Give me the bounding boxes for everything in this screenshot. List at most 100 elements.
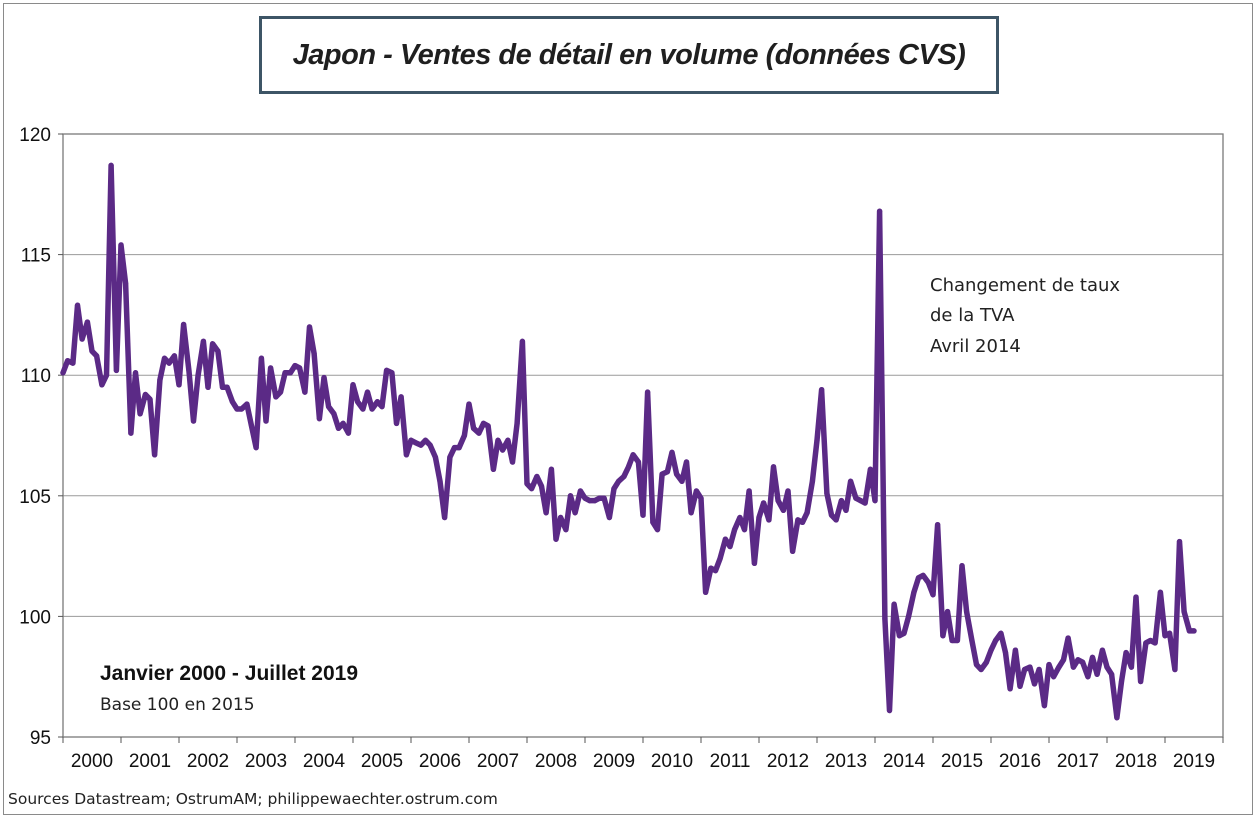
- data-point: [582, 495, 588, 501]
- data-point: [345, 430, 351, 436]
- x-tick-label: 2005: [361, 751, 403, 772]
- data-point: [1089, 654, 1096, 661]
- x-tick-label: 2011: [710, 751, 751, 772]
- data-point: [1099, 647, 1105, 653]
- data-point: [625, 464, 632, 470]
- data-point: [210, 341, 216, 347]
- data-point: [630, 452, 636, 458]
- data-point: [500, 447, 506, 453]
- data-point: [442, 514, 448, 521]
- x-tick-label: 2015: [941, 751, 983, 772]
- data-point: [137, 411, 143, 417]
- x-tick-label: 2019: [1173, 751, 1215, 772]
- data-point: [741, 527, 748, 533]
- data-point: [369, 406, 375, 412]
- data-point: [635, 459, 642, 465]
- data-point: [616, 478, 622, 484]
- data-point: [737, 514, 743, 521]
- y-tick-label: 115: [21, 246, 51, 267]
- data-point: [355, 399, 361, 405]
- data-point: [973, 662, 980, 668]
- x-tick-label: 2012: [767, 751, 809, 772]
- data-point: [940, 633, 946, 639]
- data-point: [65, 358, 71, 364]
- data-point: [529, 486, 535, 492]
- data-point: [1075, 657, 1081, 663]
- y-axis-ticks: 95 100 105 110 115 120: [19, 125, 63, 749]
- data-point: [1027, 664, 1033, 670]
- data-point: [476, 430, 482, 436]
- data-point: [171, 353, 177, 359]
- data-point: [906, 613, 912, 620]
- data-point: [94, 353, 100, 359]
- data-point: [572, 510, 578, 516]
- x-tick-label: 2004: [303, 751, 346, 772]
- data-point: [1157, 589, 1163, 595]
- x-tick-label: 2017: [1057, 751, 1099, 772]
- data-point: [891, 601, 897, 607]
- x-axis-ticks: 2000 2001 2002 2003 2004 2005 2006 2007 2008 2009…: [62, 737, 1224, 772]
- data-point: [408, 437, 414, 443]
- data-point: [509, 459, 516, 465]
- data-point: [99, 382, 105, 388]
- data-point: [998, 630, 1004, 636]
- data-point: [1138, 678, 1144, 685]
- data-point: [611, 486, 617, 492]
- data-point: [693, 488, 700, 494]
- data-point: [756, 514, 762, 521]
- data-point: [331, 411, 337, 417]
- data-point: [422, 437, 429, 443]
- data-point: [664, 469, 671, 475]
- data-point: [534, 473, 540, 480]
- data-point: [954, 637, 961, 644]
- data-point: [248, 423, 255, 429]
- data-point: [785, 488, 791, 494]
- data-point: [587, 498, 593, 504]
- data-point: [935, 522, 941, 528]
- data-point: [157, 377, 163, 383]
- data-point: [451, 445, 458, 451]
- data-point: [1123, 650, 1129, 656]
- data-point: [268, 365, 274, 371]
- data-point: [316, 416, 322, 422]
- data-point: [969, 637, 975, 644]
- data-point: [993, 637, 999, 644]
- data-point: [761, 500, 767, 506]
- data-point: [920, 572, 926, 579]
- data-point: [814, 437, 820, 443]
- data-point: [949, 637, 955, 644]
- data-point: [413, 440, 419, 446]
- data-point: [1172, 666, 1178, 673]
- data-point: [833, 517, 839, 523]
- data-point: [471, 425, 477, 431]
- data-point: [911, 589, 917, 595]
- x-tick-label: 2002: [187, 751, 229, 772]
- data-point: [277, 389, 284, 395]
- data-point: [292, 363, 298, 369]
- data-point: [901, 630, 907, 636]
- data-point: [654, 527, 661, 533]
- data-point: [147, 396, 153, 402]
- x-tick-label: 2006: [419, 751, 461, 772]
- data-point: [60, 370, 66, 376]
- data-point: [698, 495, 704, 501]
- y-tick-label: 95: [30, 728, 51, 749]
- data-point: [263, 418, 269, 424]
- data-point: [142, 391, 148, 398]
- data-point: [925, 580, 932, 586]
- data-point: [799, 519, 806, 525]
- data-point: [1046, 662, 1052, 668]
- data-point: [1176, 539, 1183, 545]
- data-point: [1022, 666, 1028, 673]
- data-point: [683, 459, 690, 465]
- data-point: [195, 372, 201, 378]
- data-point: [1031, 681, 1038, 687]
- data-point: [393, 420, 400, 426]
- data-point: [944, 609, 951, 615]
- data-point: [722, 536, 729, 542]
- x-tick-label: 2010: [651, 751, 693, 772]
- data-point: [538, 483, 545, 489]
- data-point: [505, 437, 511, 443]
- data-point: [640, 512, 646, 518]
- data-point: [128, 430, 134, 436]
